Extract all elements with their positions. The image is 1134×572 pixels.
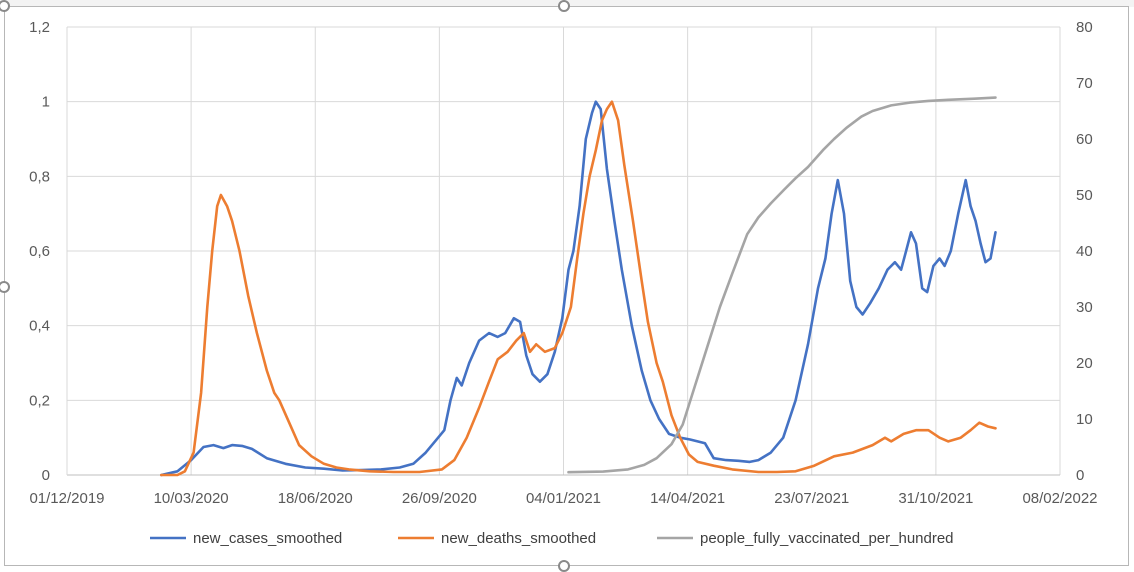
resize-handle-bottom-center[interactable] (558, 560, 570, 572)
legend-label[interactable]: people_fully_vaccinated_per_hundred (700, 530, 954, 547)
resize-handle-middle-left[interactable] (0, 281, 10, 293)
y-right-tick-label: 70 (1076, 75, 1093, 92)
series-lines (160, 96, 997, 477)
series-line-new_deaths_smoothed[interactable] (160, 100, 997, 477)
axes (66, 27, 1060, 476)
x-tick-label: 08/02/2022 (1022, 490, 1097, 507)
x-tick-label: 10/03/2020 (154, 490, 229, 507)
y-left-tick-label: 0,8 (29, 168, 50, 185)
y-right-tick-label: 50 (1076, 187, 1093, 204)
y-left-tick-label: 1 (42, 94, 50, 111)
legend-label[interactable]: new_cases_smoothed (193, 530, 342, 547)
y-left-tick-label: 0,2 (29, 392, 50, 409)
x-tick-label: 01/12/2019 (29, 490, 104, 507)
tick-labels: 0 0,2 0,4 0,6 0,8 1 1,2 0 10 20 30 40 50 60 70 80 01/12/… (29, 19, 1097, 507)
resize-handle-top-center[interactable] (558, 0, 570, 12)
y-right-tick-label: 40 (1076, 243, 1093, 260)
y-right-tick-label: 20 (1076, 355, 1093, 372)
y-right-tick-label: 0 (1076, 467, 1084, 484)
y-left-tick-label: 0 (42, 467, 50, 484)
x-tick-label: 23/07/2021 (774, 490, 849, 507)
y-left-tick-label: 0,6 (29, 243, 50, 260)
x-tick-label: 18/06/2020 (278, 490, 353, 507)
y-right-tick-label: 30 (1076, 299, 1093, 316)
resize-handle-top-left[interactable] (0, 0, 10, 12)
y-left-tick-label: 1,2 (29, 19, 50, 36)
y-right-tick-label: 60 (1076, 131, 1093, 148)
x-tick-label: 31/10/2021 (898, 490, 973, 507)
y-left-tick-label: 0,4 (29, 318, 50, 335)
legend[interactable]: new_cases_smoothed new_deaths_smoothed peo… (150, 530, 954, 547)
x-tick-label: 26/09/2020 (402, 490, 477, 507)
y-right-tick-label: 10 (1076, 411, 1093, 428)
legend-label[interactable]: new_deaths_smoothed (441, 530, 596, 547)
gridlines (67, 26, 1061, 475)
y-right-tick-label: 80 (1076, 19, 1093, 36)
series-line-new_cases_smoothed[interactable] (160, 100, 997, 477)
x-tick-label: 04/01/2021 (526, 490, 601, 507)
series-line-people_fully_vaccinated_per_hundred[interactable] (567, 96, 997, 474)
x-tick-label: 14/04/2021 (650, 490, 725, 507)
